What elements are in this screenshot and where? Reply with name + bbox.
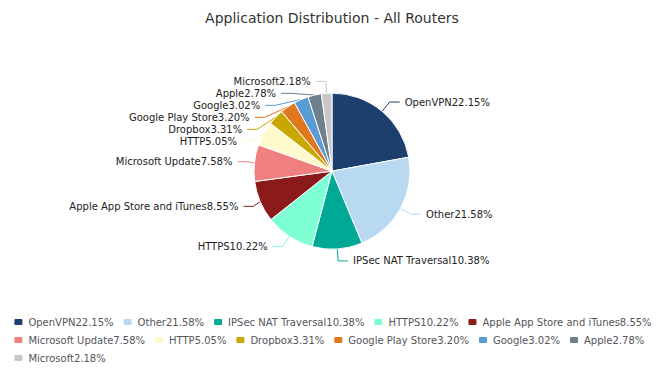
svg-text:Other21.58%: Other21.58% [426,209,493,220]
svg-text:HTTPS10.22%: HTTPS10.22% [388,317,458,328]
svg-text:Google3.02%: Google3.02% [493,335,560,346]
svg-text:HTTP5.05%: HTTP5.05% [180,136,237,147]
svg-text:Microsoft2.18%: Microsoft2.18% [234,76,311,87]
svg-text:Microsoft2.18%: Microsoft2.18% [28,353,105,364]
svg-text:HTTP5.05%: HTTP5.05% [169,335,226,346]
svg-text:Application Distribution - All: Application Distribution - All Routers [205,10,459,26]
svg-text:Apple2.78%: Apple2.78% [584,335,644,346]
svg-text:Google3.02%: Google3.02% [193,100,260,111]
svg-text:OpenVPN22.15%: OpenVPN22.15% [28,317,113,328]
svg-text:IPSec NAT Traversal10.38%: IPSec NAT Traversal10.38% [353,255,489,266]
svg-text:Google Play Store3.20%: Google Play Store3.20% [129,112,250,123]
svg-text:Apple App Store and iTunes8.55: Apple App Store and iTunes8.55% [69,201,238,212]
svg-text:Microsoft Update7.58%: Microsoft Update7.58% [28,335,145,346]
svg-text:Apple2.78%: Apple2.78% [216,88,276,99]
svg-text:Other21.58%: Other21.58% [138,317,205,328]
svg-text:IPSec NAT Traversal10.38%: IPSec NAT Traversal10.38% [228,317,364,328]
svg-text:Dropbox3.31%: Dropbox3.31% [168,124,242,135]
svg-text:Dropbox3.31%: Dropbox3.31% [250,335,324,346]
svg-text:Google Play Store3.20%: Google Play Store3.20% [348,335,469,346]
svg-text:OpenVPN22.15%: OpenVPN22.15% [405,97,490,108]
svg-text:HTTPS10.22%: HTTPS10.22% [198,241,268,252]
svg-text:Microsoft Update7.58%: Microsoft Update7.58% [116,156,233,167]
svg-text:Apple App Store and iTunes8.55: Apple App Store and iTunes8.55% [482,317,651,328]
